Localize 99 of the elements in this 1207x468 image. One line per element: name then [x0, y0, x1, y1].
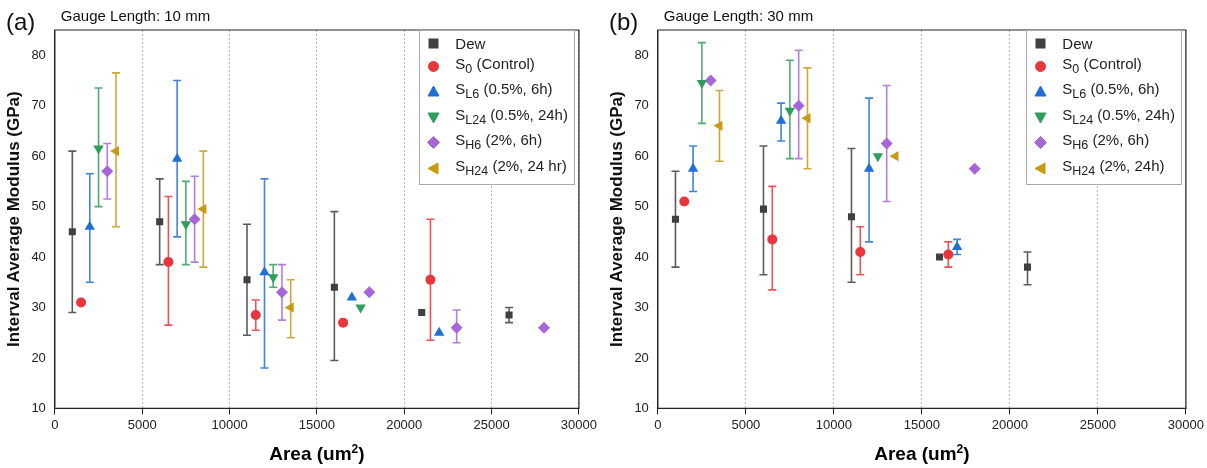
text: (b)	[609, 8, 639, 35]
y-tick-label: 10	[634, 399, 649, 415]
legend-label: Dew	[455, 34, 486, 54]
legend-label: S$_{H24}$ (2%, 24 hr)	[455, 155, 567, 180]
legend-label: S$_{H6}$ (2%, 6h)	[1062, 130, 1150, 154]
x-tick-label: 20000	[386, 416, 423, 432]
point	[687, 162, 699, 172]
point	[156, 218, 164, 226]
point	[93, 145, 104, 155]
point	[775, 114, 787, 124]
y-tick-label: 10	[31, 399, 46, 415]
x-tick-label: 15000	[903, 416, 940, 432]
x-tick-label: 25000	[1079, 416, 1116, 432]
y-tick-label: 50	[31, 198, 46, 214]
x-tick-label: 25000	[473, 416, 510, 432]
point	[197, 203, 207, 215]
y-tick-label: 50	[634, 198, 649, 214]
point	[84, 220, 95, 230]
point	[171, 152, 183, 162]
legend-label: S$_{L6}$ (0.5%, 6h)	[455, 79, 553, 103]
point	[951, 240, 963, 250]
legend-label: Dew	[1062, 34, 1093, 54]
point	[243, 276, 251, 284]
y-tick-label: 30	[634, 299, 649, 315]
legend-label: S$_{L24}$ (0.5%, 24h)	[455, 104, 568, 129]
y-tick-label: 40	[31, 248, 46, 264]
y-axis-title: Interval Average Modulus (GPa)	[3, 91, 23, 348]
x-tick-label: 10000	[815, 416, 852, 432]
x-tick-label: 5000	[127, 416, 157, 432]
x-tick-label: 30000	[560, 416, 597, 432]
point	[259, 266, 270, 276]
point	[847, 213, 856, 221]
x-tick-label: 30000	[1167, 416, 1204, 432]
point	[110, 145, 119, 157]
point	[880, 137, 893, 150]
y-tick-label: 70	[634, 97, 649, 113]
x-tick-label: 10000	[211, 416, 248, 432]
point	[355, 304, 366, 314]
y-tick-label: 60	[634, 147, 649, 163]
point	[284, 302, 294, 313]
legend-label: S$_{0}$ (Control)	[1062, 53, 1142, 78]
point	[505, 311, 513, 319]
x-axis-title: Area (um$^{2}$)	[874, 442, 970, 466]
point	[767, 234, 778, 245]
y-tick-label: 60	[31, 147, 46, 163]
legend-label: S$_{H24}$ (2%, 24h)	[1062, 155, 1165, 180]
x-axis-title: Area (um$^{2}$)	[269, 442, 365, 466]
point	[537, 321, 550, 334]
x-tick-label: 15000	[298, 416, 335, 432]
legend-label: S$_{L24}$ (0.5%, 24h)	[1062, 104, 1175, 129]
point	[968, 162, 981, 175]
point	[671, 215, 679, 223]
y-axis-title: Interval Average Modulus (GPa)	[606, 91, 626, 348]
point	[943, 249, 954, 260]
y-tick-label: 40	[634, 248, 649, 264]
point	[163, 257, 174, 268]
point	[188, 213, 201, 226]
y-tick-label: 80	[634, 46, 649, 62]
point	[855, 247, 866, 257]
x-tick-label: 20000	[991, 416, 1028, 432]
point	[330, 283, 338, 291]
legend-label: S$_{0}$ (Control)	[455, 53, 535, 78]
point	[346, 291, 358, 301]
point	[250, 310, 261, 321]
point	[180, 221, 192, 231]
point	[863, 162, 875, 172]
y-tick-label: 80	[31, 46, 46, 62]
text: (a)	[6, 8, 36, 35]
point	[450, 321, 463, 334]
chart-title: Gauge Length: 30 mm	[663, 7, 814, 24]
point	[68, 228, 76, 236]
point	[275, 286, 288, 299]
x-tick-label: 5000	[731, 416, 761, 432]
point	[363, 286, 376, 299]
point	[792, 99, 805, 112]
point	[696, 79, 708, 89]
point	[1023, 263, 1032, 271]
point	[935, 253, 944, 261]
x-tick-label: 0	[654, 416, 662, 432]
point	[784, 107, 796, 117]
point	[679, 196, 690, 207]
point	[101, 165, 114, 178]
point	[76, 297, 87, 308]
legend-label: S$_{L6}$ (0.5%, 6h)	[1062, 79, 1160, 103]
y-tick-label: 30	[31, 299, 46, 315]
chart-title: Gauge Length: 10 mm	[60, 7, 211, 24]
point	[872, 153, 884, 163]
x-tick-label: 0	[51, 416, 59, 432]
point	[433, 326, 445, 336]
y-tick-label: 70	[31, 97, 46, 113]
point	[418, 309, 426, 317]
point	[268, 274, 279, 284]
point	[425, 274, 436, 285]
point	[704, 74, 717, 87]
legend-label: S$_{H6}$ (2%, 6h)	[455, 130, 543, 154]
y-tick-label: 20	[31, 349, 46, 365]
point	[759, 205, 768, 213]
y-tick-label: 20	[634, 349, 649, 365]
point	[338, 317, 349, 328]
